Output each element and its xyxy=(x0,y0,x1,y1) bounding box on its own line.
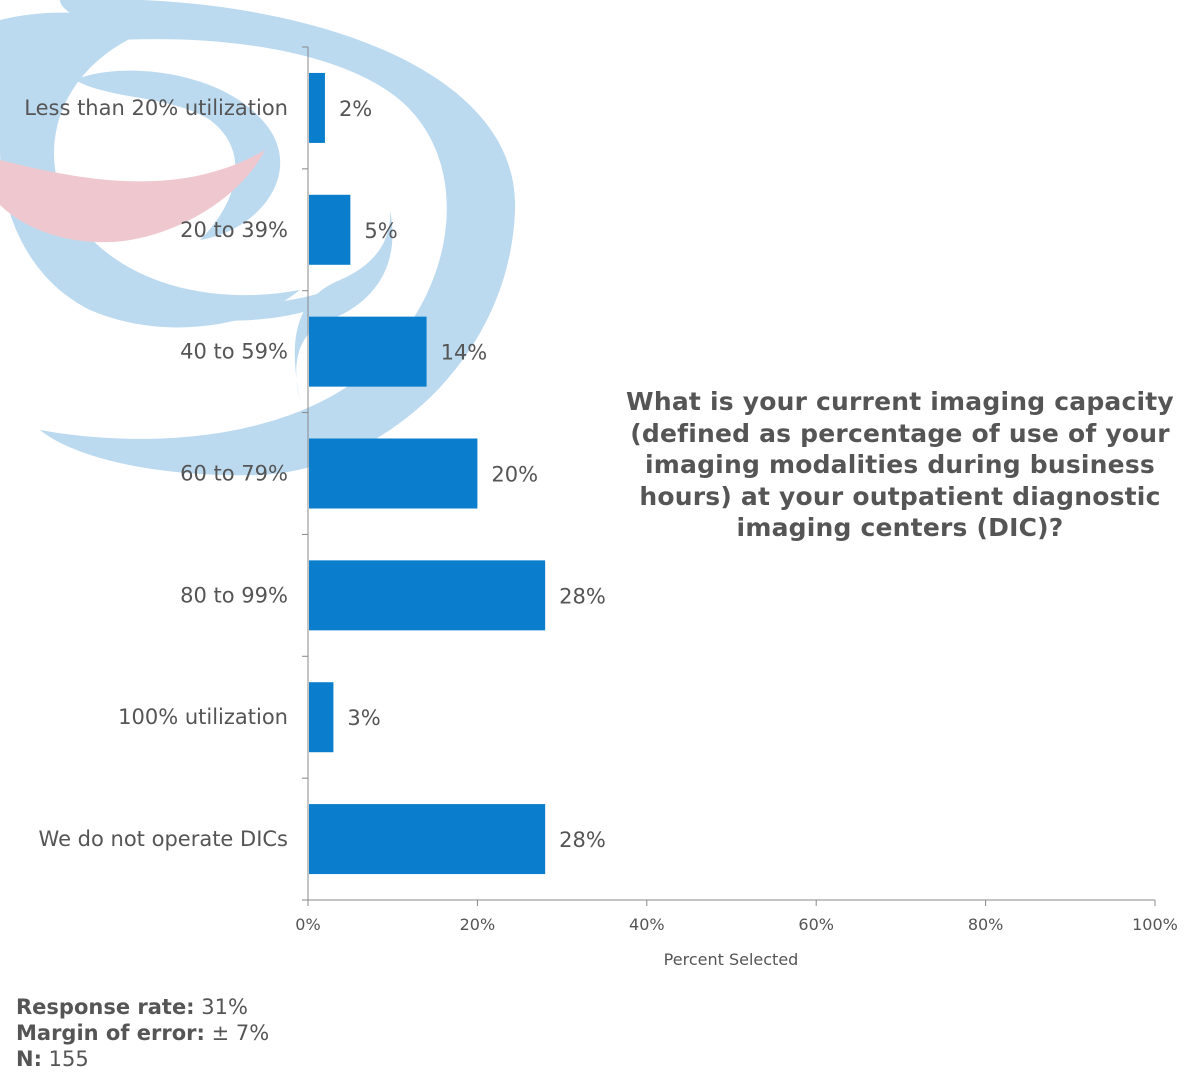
bar xyxy=(309,682,334,753)
category-label: Less than 20% utilization xyxy=(24,96,288,120)
bar xyxy=(309,194,351,265)
bar xyxy=(309,560,546,631)
response-rate-line: Response rate: 31% xyxy=(16,994,269,1020)
category-label: 20 to 39% xyxy=(180,218,288,242)
bars xyxy=(309,72,546,875)
category-label: 100% utilization xyxy=(118,705,288,729)
sample-size-value: 155 xyxy=(48,1047,89,1071)
x-tick-label: 40% xyxy=(629,915,665,934)
margin-of-error-label: Margin of error: xyxy=(16,1021,205,1045)
response-rate-label: Response rate: xyxy=(16,995,195,1019)
x-axis-title: Percent Selected xyxy=(664,950,799,969)
category-label: 80 to 99% xyxy=(180,583,288,607)
margin-of-error-line: Margin of error: ± 7% xyxy=(16,1020,269,1046)
category-label: 60 to 79% xyxy=(180,462,288,486)
x-tick-label: 60% xyxy=(798,915,834,934)
response-rate-value: 31% xyxy=(201,995,248,1019)
bar xyxy=(309,316,427,387)
data-label: 28% xyxy=(559,584,606,608)
x-tick-labels: 0% 20% 40% 60% 80% 100% xyxy=(295,915,1178,934)
bar xyxy=(309,804,546,875)
margin-of-error-value: ± 7% xyxy=(211,1021,270,1045)
value-labels: 2% 5% 14% 20% 28% 3% 28% xyxy=(339,97,606,852)
data-label: 14% xyxy=(441,341,488,365)
sample-size-line: N: 155 xyxy=(16,1046,269,1072)
data-label: 3% xyxy=(347,706,380,730)
category-label: We do not operate DICs xyxy=(39,827,288,851)
category-labels: Less than 20% utilization 20 to 39% 40 to … xyxy=(24,96,288,851)
x-tick-label: 0% xyxy=(295,915,320,934)
category-label: 40 to 59% xyxy=(180,340,288,364)
axis-ticks xyxy=(302,46,1156,906)
data-label: 5% xyxy=(364,219,397,243)
bar xyxy=(309,438,478,509)
bar xyxy=(309,72,325,143)
data-label: 28% xyxy=(559,828,606,852)
x-tick-label: 100% xyxy=(1132,915,1178,934)
x-tick-label: 20% xyxy=(460,915,496,934)
data-label: 2% xyxy=(339,97,372,121)
sample-size-label: N: xyxy=(16,1047,42,1071)
data-label: 20% xyxy=(491,463,538,487)
survey-stats: Response rate: 31% Margin of error: ± 7%… xyxy=(16,994,269,1072)
x-tick-label: 80% xyxy=(968,915,1004,934)
survey-question: What is your current imaging capacity (d… xyxy=(626,387,1174,542)
